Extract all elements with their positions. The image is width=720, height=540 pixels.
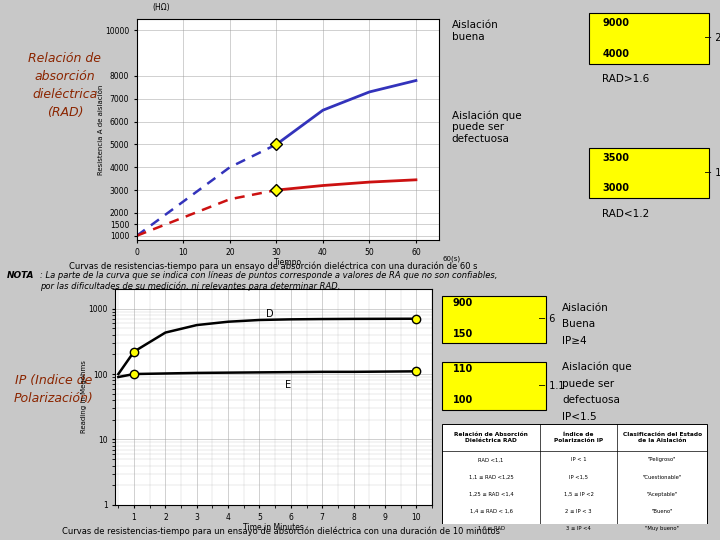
Bar <box>442 362 546 410</box>
Text: 150: 150 <box>453 329 473 339</box>
Text: 1,5 ≤ IP <2: 1,5 ≤ IP <2 <box>564 491 594 497</box>
Text: 1,4 ≤ RAD < 1,6: 1,4 ≤ RAD < 1,6 <box>469 509 513 514</box>
Bar <box>589 13 709 64</box>
Text: 3000: 3000 <box>603 183 629 193</box>
Text: − 1.17: − 1.17 <box>703 168 720 178</box>
Text: 1,6 ≤ RAD: 1,6 ≤ RAD <box>477 526 505 531</box>
Text: − 1.1: − 1.1 <box>538 381 564 391</box>
Text: 60(s): 60(s) <box>442 256 460 262</box>
Text: Aislación: Aislación <box>562 302 609 313</box>
Text: Curvas de resistencias-tiempo para un ensayo de absorción dieléctrica con una du: Curvas de resistencias-tiempo para un en… <box>69 262 478 272</box>
Text: IP (Indice de
Polarización): IP (Indice de Polarización) <box>14 374 94 406</box>
Text: "Muy bueno": "Muy bueno" <box>645 526 679 531</box>
Text: RAD<1.2: RAD<1.2 <box>603 208 649 219</box>
Text: Aislación
buena: Aislación buena <box>452 20 499 42</box>
Text: 100: 100 <box>453 395 473 405</box>
Text: Buena: Buena <box>562 319 595 329</box>
Text: IP≥4: IP≥4 <box>562 336 587 346</box>
Bar <box>442 296 546 343</box>
Text: "Aceptable": "Aceptable" <box>647 491 678 497</box>
Text: IP < 1: IP < 1 <box>571 457 587 462</box>
Text: 3500: 3500 <box>603 153 629 163</box>
Text: Relación de
absorción
dieléctrica
(RAD): Relación de absorción dieléctrica (RAD) <box>28 52 102 119</box>
Text: RAD <1,1: RAD <1,1 <box>479 457 504 462</box>
Text: Clasificación del Estado
de la Aislación: Clasificación del Estado de la Aislación <box>623 433 702 443</box>
Text: 3 ≤ IP <4: 3 ≤ IP <4 <box>567 526 591 531</box>
Text: "Peligroso": "Peligroso" <box>648 457 676 462</box>
Text: Aislación que
puede ser
defectuosa: Aislación que puede ser defectuosa <box>452 110 521 144</box>
X-axis label: Tiempo: Tiempo <box>274 258 302 267</box>
Text: 900: 900 <box>453 298 473 308</box>
Text: NOTA: NOTA <box>7 271 35 280</box>
Text: "Bueno": "Bueno" <box>652 509 673 514</box>
Text: Relación de Absorción
Dieléctrica RAD: Relación de Absorción Dieléctrica RAD <box>454 433 528 443</box>
Text: E: E <box>284 380 291 390</box>
Y-axis label: Reading in Megohms: Reading in Megohms <box>81 361 87 433</box>
Text: D: D <box>266 309 274 319</box>
Text: Índice de
Polarización IP: Índice de Polarización IP <box>554 432 603 443</box>
Text: puede ser: puede ser <box>562 379 614 389</box>
Y-axis label: Resistencia A de aislación: Resistencia A de aislación <box>97 84 104 175</box>
Text: 2 ≤ IP < 3: 2 ≤ IP < 3 <box>565 509 592 514</box>
Text: 110: 110 <box>453 364 473 374</box>
Text: defectuosa: defectuosa <box>562 395 620 405</box>
Text: RAD>1.6: RAD>1.6 <box>603 74 649 84</box>
Text: IP <1,5: IP <1,5 <box>570 475 588 480</box>
Text: IP<1.5: IP<1.5 <box>562 412 597 422</box>
Text: Aislación que: Aislación que <box>562 362 632 372</box>
Text: "Cuestionable": "Cuestionable" <box>642 475 682 480</box>
Text: − 2.25: − 2.25 <box>703 33 720 43</box>
Bar <box>442 424 707 540</box>
X-axis label: Time in Minutes: Time in Minutes <box>243 523 304 532</box>
Text: 4000: 4000 <box>603 49 629 59</box>
Text: : La parte de la curva que se indica con líneas de puntos corresponde a valores : : La parte de la curva que se indica con… <box>40 271 497 291</box>
Text: 1,1 ≤ RAD <1,25: 1,1 ≤ RAD <1,25 <box>469 475 513 480</box>
Text: 9000: 9000 <box>603 18 629 28</box>
Text: (HΩ): (HΩ) <box>152 3 169 12</box>
Bar <box>589 147 709 198</box>
Text: − 6: − 6 <box>538 314 555 325</box>
Text: Curvas de resistencias-tiempo para un ensayo de absorción dieléctrica con una du: Curvas de resistencias-tiempo para un en… <box>62 526 500 536</box>
Text: 1,25 ≤ RAD <1,4: 1,25 ≤ RAD <1,4 <box>469 491 513 497</box>
